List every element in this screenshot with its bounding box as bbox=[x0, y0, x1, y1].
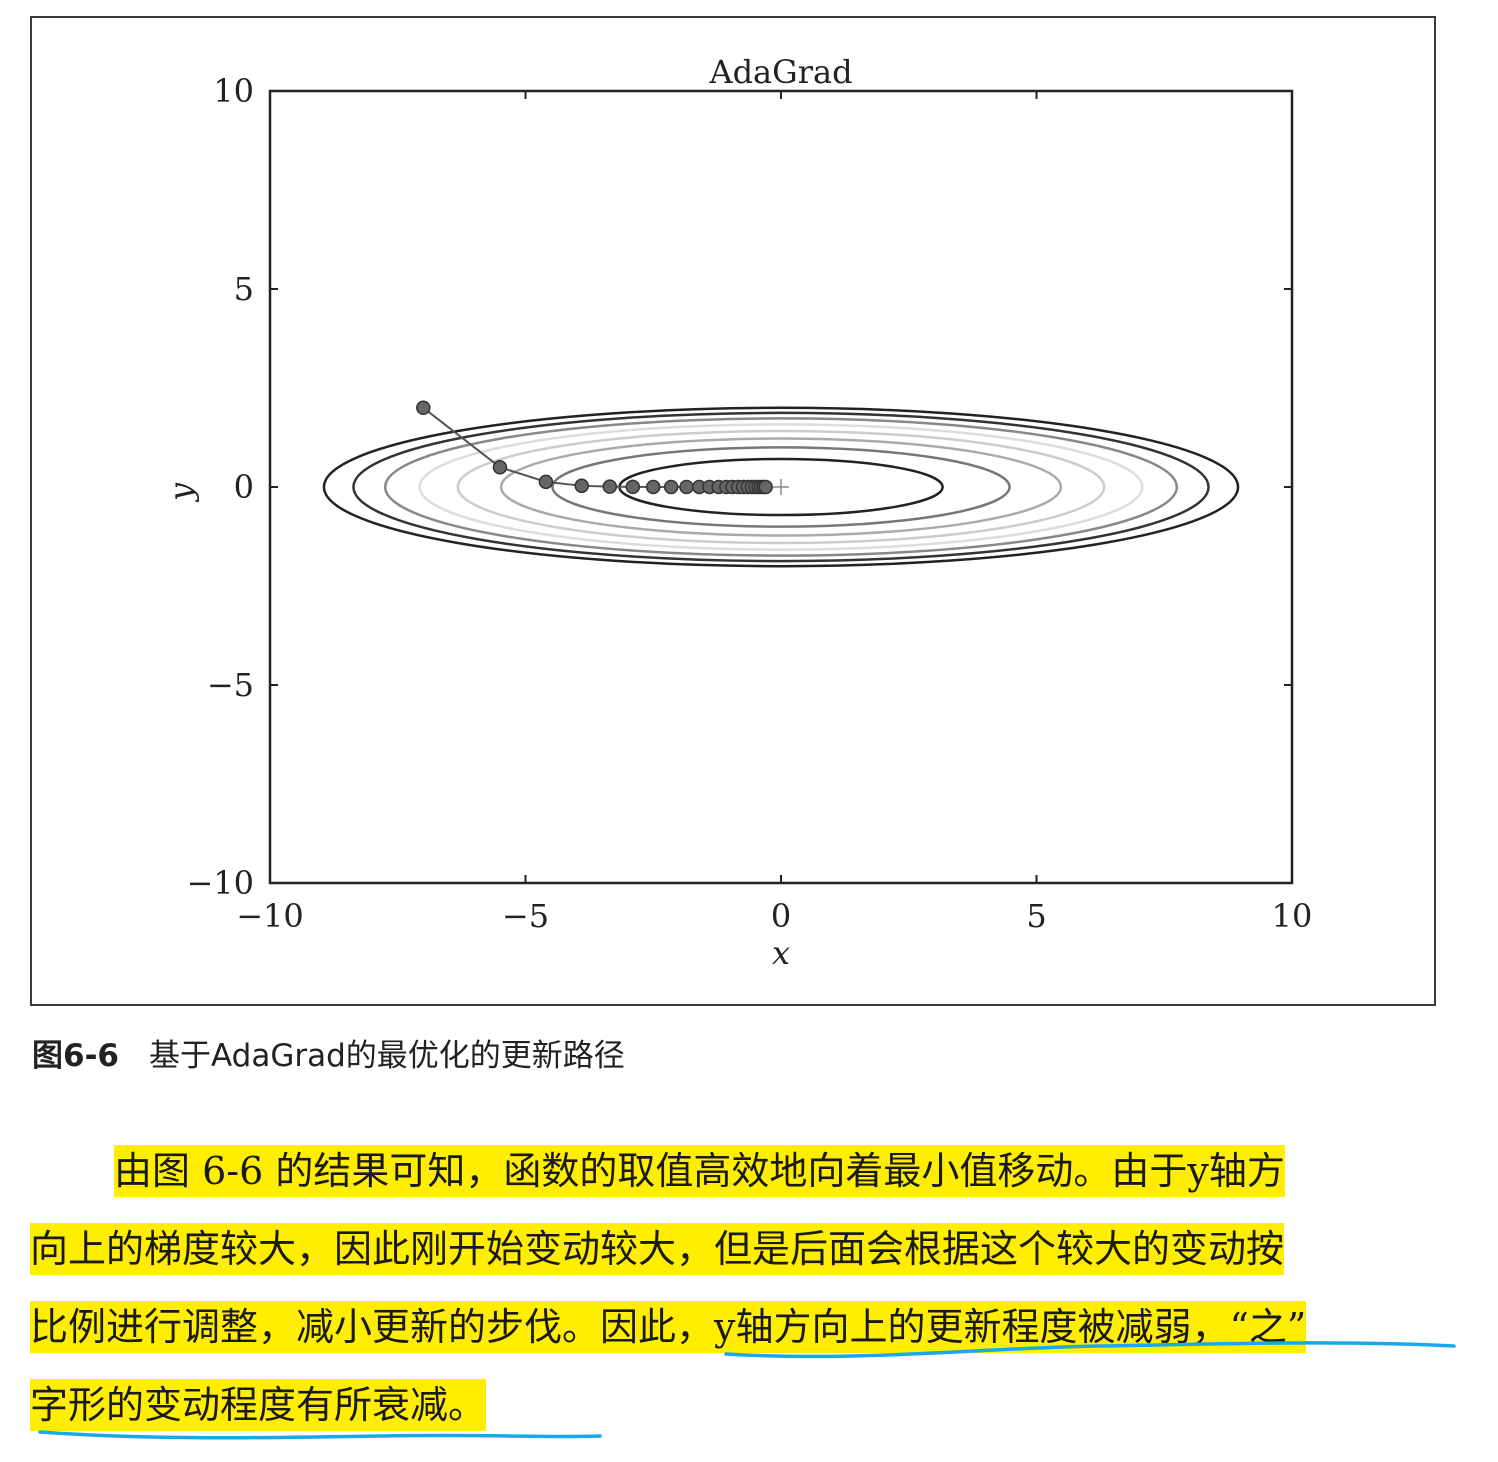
highlighted-text: 比例进行调整，减小更新的步伐。因此，y轴方向上的更新程度被减弱，“之” bbox=[30, 1301, 1307, 1353]
path-point bbox=[416, 400, 431, 416]
chart-title: AdaGrad bbox=[708, 53, 852, 91]
contour-level bbox=[456, 429, 1106, 545]
contour-chart: AdaGrad −10 −5 0 5 10 −10 −5 0 5 10 x y bbox=[162, 53, 1312, 972]
contour-level bbox=[352, 411, 1210, 563]
contour-level bbox=[418, 423, 1144, 551]
contour-lines bbox=[322, 406, 1240, 568]
path-point bbox=[574, 478, 589, 494]
figure-number: 图6-6 bbox=[32, 1038, 120, 1074]
path-point bbox=[663, 479, 679, 495]
x-tick-label: −5 bbox=[502, 897, 549, 935]
path-point bbox=[492, 459, 508, 475]
highlighted-text: 向上的梯度较大，因此刚开始变动较大，但是后面会根据这个较大的变动按 bbox=[30, 1223, 1285, 1275]
paragraph-line: 向上的梯度较大，因此刚开始变动较大，但是后面会根据这个较大的变动按 bbox=[30, 1218, 1285, 1278]
y-axis-label: y bbox=[162, 482, 200, 503]
x-axis-label: x bbox=[772, 934, 790, 972]
y-tick-label: 0 bbox=[234, 468, 254, 506]
x-tick-label: 5 bbox=[1026, 897, 1046, 935]
axis-ticks: −10 −5 0 5 10 −10 −5 0 5 10 bbox=[186, 72, 1312, 935]
paragraph-line: 字形的变动程度有所衰减。 bbox=[30, 1374, 487, 1434]
y-tick-label: −5 bbox=[207, 666, 254, 704]
figure-caption: 图6-6 基于AdaGrad的最优化的更新路径 bbox=[32, 1030, 625, 1075]
x-tick-label: 10 bbox=[1272, 897, 1313, 935]
contour-level bbox=[551, 446, 1011, 528]
y-tick-label: 10 bbox=[213, 72, 254, 110]
path-point bbox=[646, 479, 661, 495]
update-path bbox=[416, 400, 773, 495]
paragraph-line: 由图 6-6 的结果可知，函数的取值高效地向着最小值移动。由于y轴方 bbox=[114, 1140, 1285, 1200]
contour-level bbox=[499, 437, 1063, 537]
contour-level bbox=[322, 406, 1240, 568]
contour-level bbox=[383, 417, 1179, 557]
path-point bbox=[679, 479, 694, 495]
y-tick-label: −10 bbox=[186, 864, 254, 902]
paragraph-line: 比例进行调整，减小更新的步伐。因此，y轴方向上的更新程度被减弱，“之” bbox=[30, 1296, 1307, 1356]
x-tick-label: −10 bbox=[236, 897, 304, 935]
highlighted-text: 字形的变动程度有所衰减。 bbox=[30, 1379, 487, 1431]
path-point bbox=[602, 479, 618, 494]
x-tick-label: 0 bbox=[771, 897, 791, 935]
path-point bbox=[625, 479, 641, 495]
path-point bbox=[538, 474, 554, 490]
caption-text: 基于AdaGrad的最优化的更新路径 bbox=[149, 1038, 625, 1074]
minimum-marker bbox=[773, 479, 789, 495]
figure-frame: AdaGrad −10 −5 0 5 10 −10 −5 0 5 10 x y bbox=[30, 16, 1436, 1006]
y-tick-label: 5 bbox=[234, 270, 254, 308]
path-point bbox=[758, 479, 773, 495]
highlighted-text: 由图 6-6 的结果可知，函数的取值高效地向着最小值移动。由于y轴方 bbox=[114, 1145, 1285, 1197]
